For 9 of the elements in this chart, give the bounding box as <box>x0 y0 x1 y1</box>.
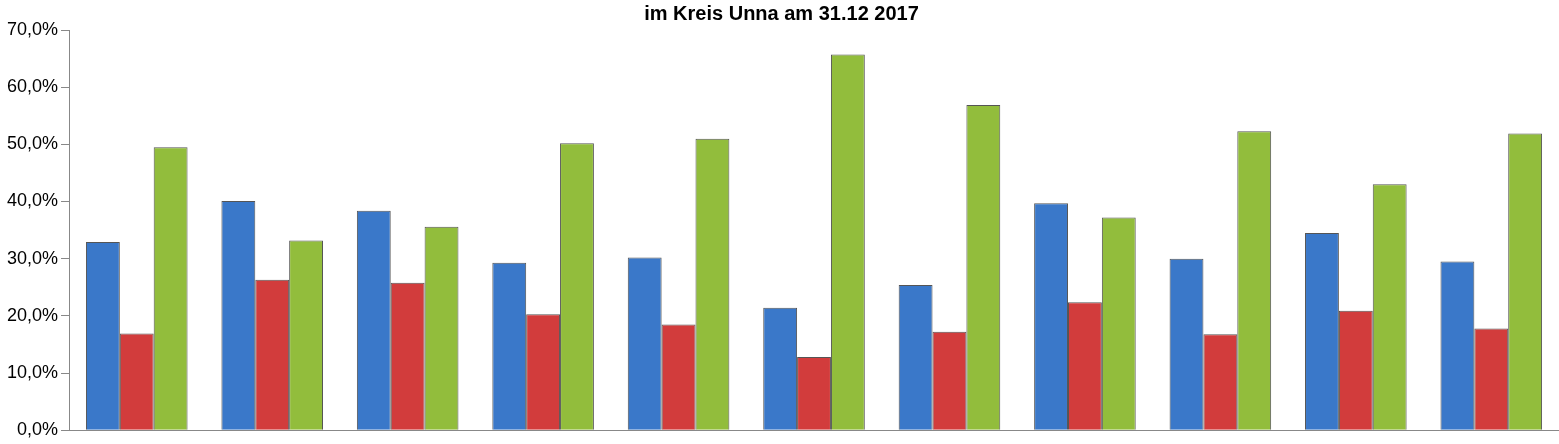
y-tick-label: 20,0% <box>6 304 59 325</box>
y-tick-label: 10,0% <box>6 362 59 382</box>
y-tick-label: 70,0% <box>6 18 59 39</box>
y-tick-label: 40,0% <box>6 190 59 211</box>
y-tick-label: 50,0% <box>6 133 59 154</box>
y-tick-label: 0,0% <box>17 419 59 440</box>
y-tick-label: 60,0% <box>6 76 59 97</box>
chart-title: im Kreis Unna am 31.12 2017 <box>644 1 919 24</box>
y-tick-label: 30,0% <box>6 247 59 268</box>
